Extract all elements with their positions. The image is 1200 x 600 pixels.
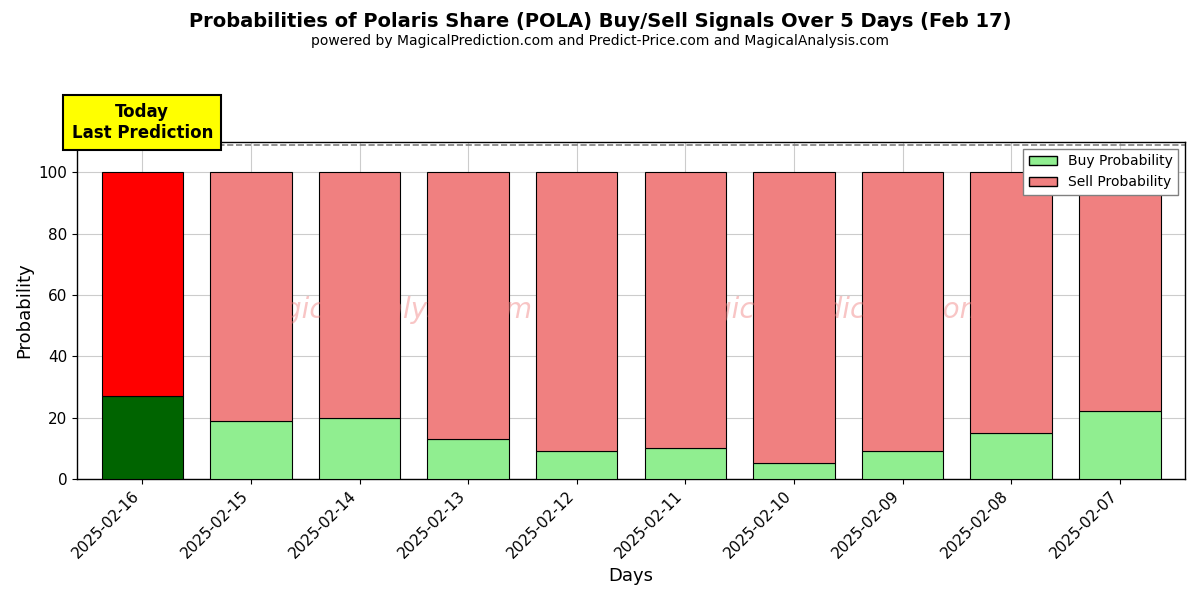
Bar — [210, 421, 292, 479]
Bar — [1079, 412, 1160, 479]
Bar — [536, 172, 618, 451]
Bar — [971, 172, 1052, 433]
Text: MagicalAnalysis.com: MagicalAnalysis.com — [242, 296, 532, 325]
Bar — [102, 172, 184, 396]
Bar — [862, 451, 943, 479]
Bar — [427, 439, 509, 479]
Text: Today
Last Prediction: Today Last Prediction — [72, 103, 214, 142]
Bar — [1079, 172, 1160, 412]
Bar — [754, 172, 835, 463]
Bar — [644, 172, 726, 448]
Bar — [644, 448, 726, 479]
Text: MagicalPrediction.com: MagicalPrediction.com — [673, 296, 988, 325]
Y-axis label: Probability: Probability — [14, 262, 32, 358]
Text: powered by MagicalPrediction.com and Predict-Price.com and MagicalAnalysis.com: powered by MagicalPrediction.com and Pre… — [311, 34, 889, 48]
Bar — [862, 172, 943, 451]
Bar — [754, 463, 835, 479]
Bar — [319, 418, 401, 479]
Bar — [102, 396, 184, 479]
Bar — [210, 172, 292, 421]
X-axis label: Days: Days — [608, 567, 654, 585]
Bar — [319, 172, 401, 418]
Bar — [971, 433, 1052, 479]
Text: Probabilities of Polaris Share (POLA) Buy/Sell Signals Over 5 Days (Feb 17): Probabilities of Polaris Share (POLA) Bu… — [188, 12, 1012, 31]
Legend: Buy Probability, Sell Probability: Buy Probability, Sell Probability — [1024, 149, 1178, 195]
Bar — [536, 451, 618, 479]
Bar — [427, 172, 509, 439]
